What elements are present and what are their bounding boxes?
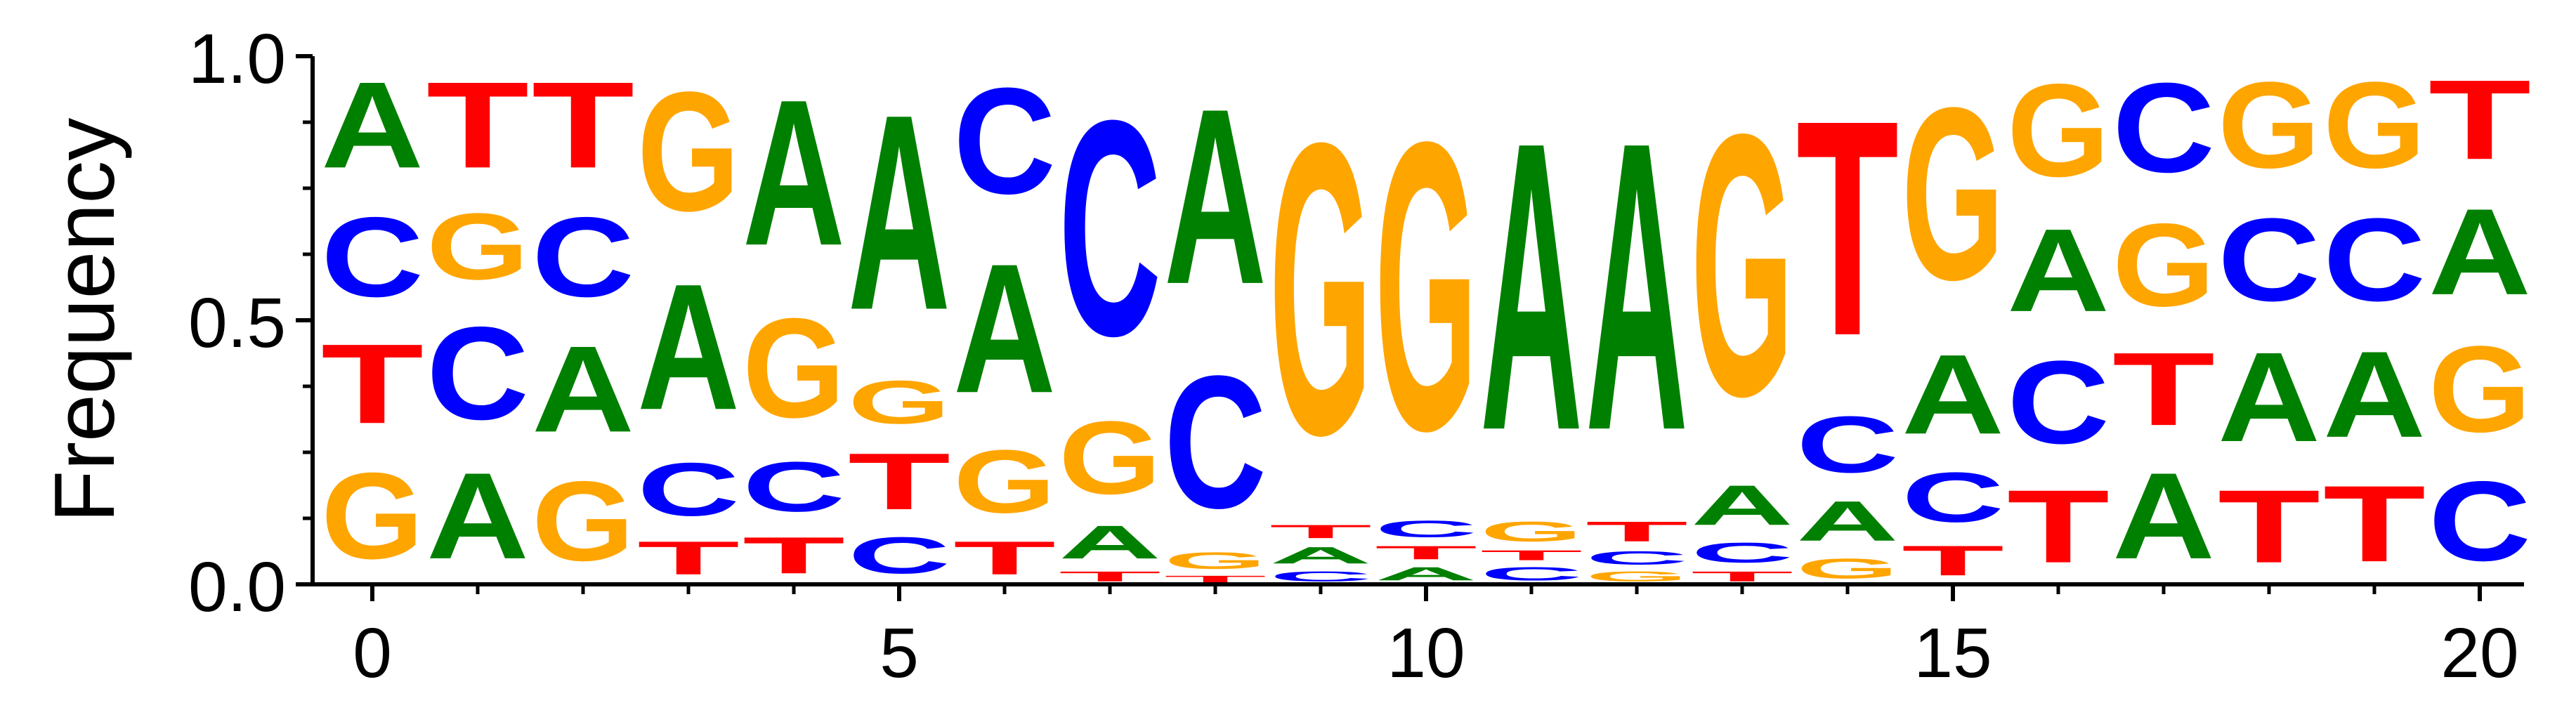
logo-letter-c: C (2218, 195, 2320, 326)
logo-letter-t: T (1902, 537, 2004, 584)
logo-letter-a: A (1375, 563, 1477, 584)
x-axis-ticks: 0 5 10 15 20 (353, 584, 2519, 693)
logo-letter-g: G (1480, 516, 1583, 547)
logo-letter-t: T (2112, 332, 2215, 447)
logo-letter-t: T (637, 532, 740, 584)
logo-letter-g: G (637, 56, 740, 247)
logo-letter-c: C (1375, 516, 1477, 542)
logo-letter-a: A (2323, 327, 2426, 464)
logo-letter-g: G (1375, 57, 1477, 517)
logo-letter-c: C (2112, 56, 2215, 199)
y-tick-label: 1.0 (188, 20, 286, 98)
logo-letter-t: T (321, 320, 424, 447)
logo-letter-c: C (321, 193, 424, 320)
logo-letter-g: G (1902, 56, 2004, 331)
logo-letter-t: T (426, 56, 529, 194)
logo-letter-c: C (2323, 195, 2426, 326)
y-tick-label: 0.0 (188, 548, 286, 626)
logo-letter-g: G (321, 448, 424, 585)
logo-letter-a: A (848, 56, 950, 368)
logo-letter-a: A (1164, 57, 1267, 337)
logo-letter-g: G (1691, 56, 1793, 474)
logo-letter-c: C (532, 193, 634, 320)
logo-letter-a: A (1796, 490, 1899, 553)
logo-letter-g: G (953, 432, 1056, 532)
logo-letter-t: T (1796, 56, 1899, 400)
logo-letter-g: G (1796, 553, 1899, 584)
logo-letter-a: A (321, 57, 424, 194)
logo-letter-g: G (2428, 321, 2531, 458)
logo-letter-a: A (2007, 205, 2110, 336)
logo-letter-c: C (2428, 457, 2531, 584)
x-tick-label: 5 (880, 614, 919, 693)
logo-letter-t: T (1375, 542, 1477, 563)
logo-letter-c: C (1586, 547, 1688, 568)
logo-letter-t: T (1691, 568, 1793, 584)
logo-letter-c: C (1164, 336, 1267, 548)
logo-letter-t: T (1269, 521, 1372, 542)
logo-letter-g: G (1164, 547, 1267, 574)
logo-letter-c: C (953, 57, 1056, 225)
logo-letter-c: C (1796, 400, 1899, 490)
logo-letter-g: G (532, 458, 634, 585)
logo-letter-a: A (1902, 331, 2004, 458)
logo-letter-a: A (1480, 55, 1583, 516)
logo-letter-c: C (1269, 569, 1372, 584)
logo-letter-g: G (1269, 57, 1372, 522)
logo-letter-a: A (1269, 542, 1372, 569)
logo-letter-a: A (953, 225, 1056, 432)
logo-letter-t: T (848, 436, 950, 526)
logo-letter-t: T (743, 527, 845, 584)
logo-letter-a: A (2218, 325, 2320, 468)
logo-letter-g: G (2218, 57, 2320, 194)
logo-letter-a: A (1691, 473, 1793, 537)
logo-letter-g: G (426, 193, 529, 299)
logo-letter-a: A (637, 246, 740, 447)
logo-letter-t: T (1586, 516, 1688, 548)
logo-letter-a: A (532, 321, 634, 458)
logo-letter-t: T (1164, 574, 1267, 584)
logo-letter-a: A (426, 448, 529, 585)
y-tick-label: 0.5 (188, 284, 286, 362)
logo-letter-c: C (1480, 563, 1583, 584)
logo-letter-c: C (1059, 57, 1161, 400)
logo-letter-t: T (1480, 547, 1583, 563)
logo-letter-g: G (1586, 569, 1688, 585)
logo-letter-g: G (2323, 57, 2426, 194)
logo-letter-g: G (2007, 56, 2110, 204)
x-tick-label: 0 (353, 614, 392, 693)
logo-letter-t: T (2007, 468, 2110, 584)
x-tick-label: 10 (1387, 614, 1465, 693)
y-axis-ticks: 0.0 0.5 1.0 (188, 20, 313, 626)
logo-letter-t: T (532, 56, 634, 194)
logo-letter-a: A (1059, 516, 1161, 568)
logo-letter-a: A (2112, 448, 2215, 585)
logo-letter-a: A (2428, 184, 2531, 321)
logo-letter-c: C (743, 447, 845, 526)
logo-letter-c: C (2007, 337, 2110, 468)
x-tick-label: 20 (2440, 614, 2518, 693)
logo-letter-t: T (1059, 568, 1161, 584)
x-tick-label: 15 (1914, 614, 1992, 693)
logo-letter-c: C (426, 300, 529, 447)
letter-stacks: GTCAACGTGACTTCAGTCGACTGATGACTAGCTGCACATG… (321, 55, 2531, 584)
logo-letter-c: C (1902, 457, 2004, 537)
logo-letter-a: A (1586, 55, 1688, 516)
logo-letter-t: T (2218, 468, 2320, 584)
y-axis-label: Frequency (37, 118, 132, 523)
logo-letter-c: C (1691, 537, 1793, 568)
logo-letter-t: T (2323, 463, 2426, 584)
logo-letter-t: T (953, 532, 1056, 584)
logo-letter-g: G (1059, 400, 1161, 516)
logo-letter-a: A (743, 55, 845, 289)
logo-letter-c: C (848, 527, 950, 585)
logo-letter-g: G (743, 289, 845, 447)
logo-letter-g: G (2112, 199, 2215, 331)
logo-letter-t: T (2428, 56, 2531, 183)
logo-letter-c: C (637, 447, 740, 532)
logo-letter-g: G (848, 368, 950, 437)
